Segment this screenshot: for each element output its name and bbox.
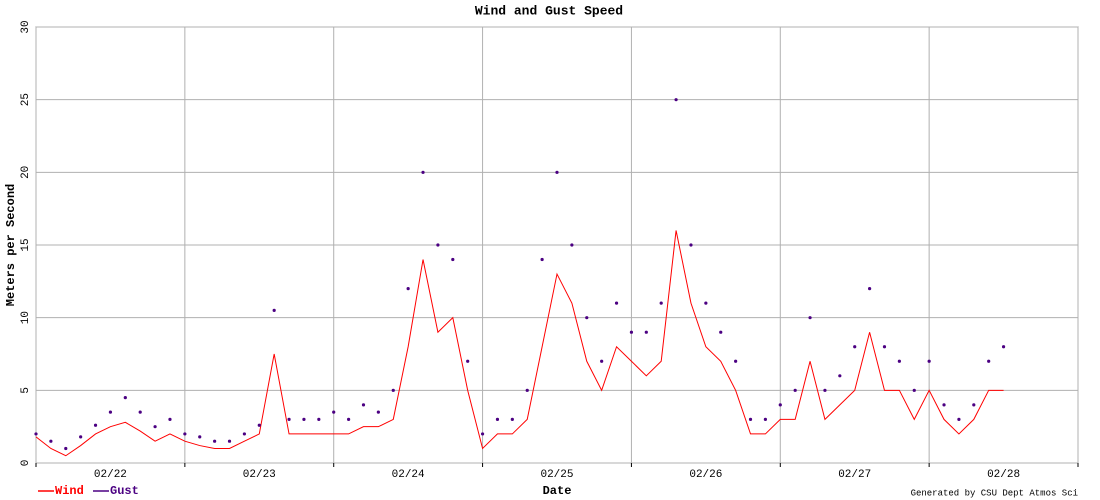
gust-point (734, 359, 738, 363)
gust-point (629, 330, 634, 334)
gust-point (510, 417, 514, 421)
x-tick-label: 02/27 (838, 469, 871, 481)
gust-point (347, 417, 351, 421)
gust-point (123, 396, 127, 400)
y-tick-label: 15 (20, 238, 32, 251)
gust-point (793, 388, 797, 392)
gust-point (480, 432, 485, 436)
gust-point (79, 435, 83, 439)
gust-point (1001, 345, 1006, 349)
gust-point (927, 359, 931, 363)
gust-point (600, 359, 604, 363)
gust-point (242, 432, 246, 436)
x-tick-label: 02/22 (94, 469, 127, 481)
y-tick-label: 10 (20, 311, 32, 324)
gust-point (942, 403, 946, 407)
x-tick-label: 02/25 (540, 469, 573, 481)
gust-point (436, 243, 440, 247)
gust-point (93, 423, 98, 427)
gust-point (227, 439, 232, 443)
gust-point (614, 301, 619, 305)
gust-point (34, 432, 38, 436)
y-tick-label: 5 (20, 387, 32, 394)
gust-point (495, 417, 500, 421)
gust-point (689, 243, 693, 247)
gust-point (272, 308, 276, 312)
x-axis-label: Date (543, 484, 572, 498)
gust-point (644, 330, 648, 334)
gust-point (659, 301, 663, 305)
gust-point (540, 257, 544, 262)
gust-point (912, 388, 916, 392)
gust-point (406, 287, 410, 291)
wind-line (35, 230, 1004, 457)
y-tick-label: 0 (20, 460, 32, 467)
gust-point (585, 316, 589, 320)
gust-point (525, 388, 529, 392)
gust-point (391, 388, 395, 392)
gust-point (138, 410, 142, 414)
gust-point (451, 257, 455, 262)
x-tick-label: 02/24 (392, 469, 425, 481)
gust-point (853, 345, 857, 349)
gust-point (823, 388, 827, 392)
gust-point (183, 432, 187, 436)
gust-point (868, 287, 872, 291)
gust-point (361, 403, 366, 407)
gust-point (763, 417, 768, 421)
gust-point (332, 410, 336, 414)
gust-point (570, 243, 574, 247)
gust-point (555, 170, 559, 174)
gust-point (957, 417, 961, 421)
gust-point (808, 316, 812, 320)
gust-point (108, 410, 113, 414)
gust-point (287, 417, 291, 421)
gust-point (674, 98, 678, 102)
gust-point (704, 301, 708, 305)
gust-point (153, 425, 157, 429)
y-tick-label: 25 (20, 93, 32, 106)
x-tick-label: 02/28 (987, 469, 1020, 481)
gust-point (168, 417, 172, 421)
gust-point (213, 439, 217, 443)
gust-point (317, 417, 321, 421)
gust-point (719, 330, 723, 334)
gust-point (421, 170, 425, 174)
gust-point (257, 423, 261, 427)
gust-point (376, 410, 380, 414)
legend-label: Gust (110, 484, 139, 498)
gust-point (882, 345, 887, 349)
gust-point (466, 359, 470, 363)
y-tick-label: 30 (20, 20, 32, 33)
y-axis-label: Meters per Second (4, 184, 18, 306)
gust-point (302, 417, 306, 421)
gust-point (897, 359, 901, 363)
x-tick-label: 02/26 (689, 469, 722, 481)
gust-point (778, 403, 782, 407)
credit: Generated by CSU Dept Atmos Sci (911, 488, 1078, 498)
y-tick-label: 20 (20, 166, 32, 179)
gust-point (838, 374, 842, 378)
gust-point (49, 439, 53, 443)
gust-point (198, 435, 202, 439)
gust-point (972, 403, 976, 407)
chart-title: Wind and Gust Speed (475, 3, 623, 18)
gust-point (987, 359, 991, 363)
x-tick-label: 02/23 (243, 469, 276, 481)
gust-point (64, 446, 68, 451)
gust-point (748, 417, 753, 421)
legend-label: Wind (55, 484, 84, 498)
